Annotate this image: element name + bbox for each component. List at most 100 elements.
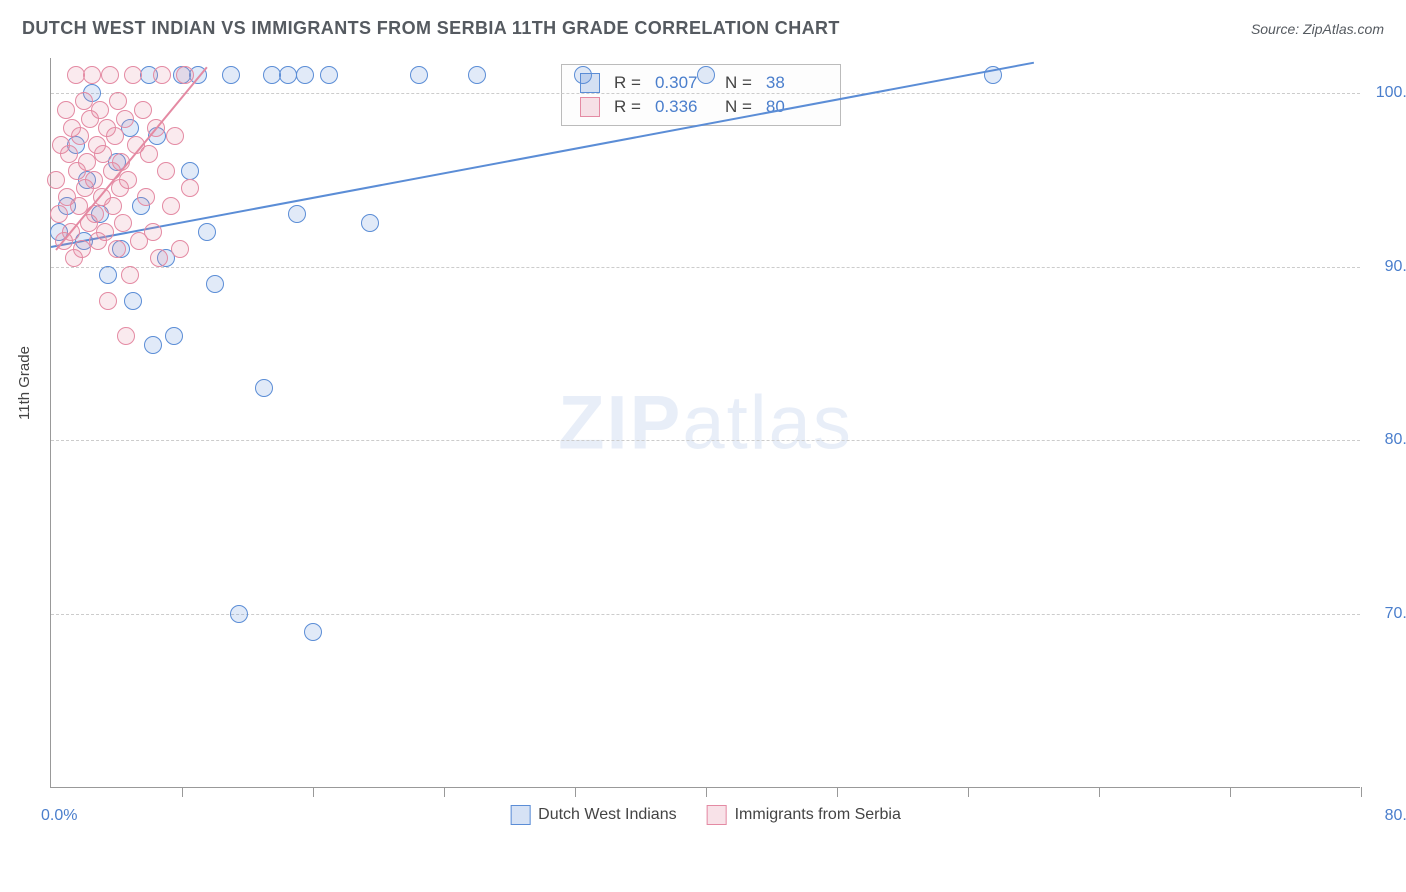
stats-n-val-0: 38 [766,73,822,93]
scatter-point [70,197,88,215]
scatter-point [134,101,152,119]
legend-label-1: Immigrants from Serbia [735,806,901,824]
scatter-point [67,66,85,84]
scatter-point [124,66,142,84]
watermark: ZIPatlas [558,379,853,466]
scatter-point [116,110,134,128]
scatter-point [150,249,168,267]
scatter-point [83,66,101,84]
scatter-point [279,66,297,84]
x-tick [1230,787,1231,797]
scatter-point [91,101,109,119]
scatter-point [78,153,96,171]
scatter-point [304,623,322,641]
stats-n-label: N = [725,73,752,93]
stats-r-label: R = [614,73,641,93]
scatter-point [73,240,91,258]
scatter-point [230,605,248,623]
scatter-point [361,214,379,232]
x-tick [837,787,838,797]
x-tick [968,787,969,797]
scatter-point [181,162,199,180]
scatter-point [697,66,715,84]
scatter-point [157,162,175,180]
x-tick [1099,787,1100,797]
legend-swatch-0 [510,805,530,825]
legend-item-1: Immigrants from Serbia [707,805,901,825]
scatter-point [75,92,93,110]
scatter-point [99,292,117,310]
gridline-h [51,93,1360,94]
legend-swatch-1 [707,805,727,825]
x-tick [706,787,707,797]
y-tick-label: 90.0% [1370,258,1406,276]
scatter-point [60,145,78,163]
scatter-point [117,327,135,345]
scatter-point [137,188,155,206]
y-tick-label: 80.0% [1370,431,1406,449]
scatter-point [206,275,224,293]
gridline-h [51,267,1360,268]
stats-swatch-1 [580,97,600,117]
watermark-part1: ZIP [558,380,682,465]
scatter-point [85,171,103,189]
scatter-point [984,66,1002,84]
x-tick [182,787,183,797]
y-axis-title: 11th Grade [16,346,33,420]
scatter-point [99,266,117,284]
scatter-point [181,179,199,197]
x-min-label: 0.0% [41,807,77,825]
scatter-point [320,66,338,84]
scatter-point [101,66,119,84]
scatter-point [153,66,171,84]
x-tick [575,787,576,797]
scatter-point [71,127,89,145]
legend-item-0: Dutch West Indians [510,805,676,825]
scatter-point [255,379,273,397]
scatter-point [57,101,75,119]
scatter-point [121,266,139,284]
scatter-point [288,205,306,223]
stats-r-label: R = [614,97,641,117]
scatter-point [198,223,216,241]
x-tick [444,787,445,797]
scatter-point [50,205,68,223]
watermark-part2: atlas [682,380,853,465]
scatter-point [176,66,194,84]
scatter-point [96,223,114,241]
scatter-point [147,119,165,137]
scatter-point [109,92,127,110]
y-tick-label: 100.0% [1370,84,1406,102]
scatter-point [574,66,592,84]
scatter-point [263,66,281,84]
scatter-point [112,153,130,171]
scatter-point [166,127,184,145]
legend-label-0: Dutch West Indians [538,806,676,824]
scatter-point [144,336,162,354]
scatter-point [47,171,65,189]
scatter-point [468,66,486,84]
scatter-point [165,327,183,345]
chart-source: Source: ZipAtlas.com [1251,21,1384,37]
scatter-point [171,240,189,258]
scatter-point [410,66,428,84]
y-tick-label: 70.0% [1370,605,1406,623]
scatter-point [86,205,104,223]
scatter-point [296,66,314,84]
chart-header: DUTCH WEST INDIAN VS IMMIGRANTS FROM SER… [22,18,1384,39]
stats-n-label: N = [725,97,752,117]
stats-row-1: R = 0.336 N = 80 [580,95,822,119]
scatter-point [144,223,162,241]
scatter-point [114,214,132,232]
x-tick [1361,787,1362,797]
scatter-point [108,240,126,258]
chart-title: DUTCH WEST INDIAN VS IMMIGRANTS FROM SER… [22,18,840,39]
scatter-point [94,145,112,163]
scatter-point [62,223,80,241]
legend: Dutch West Indians Immigrants from Serbi… [510,805,901,825]
x-tick [313,787,314,797]
scatter-point [104,197,122,215]
scatter-point [140,145,158,163]
gridline-h [51,440,1360,441]
x-max-label: 80.0% [1370,807,1406,825]
